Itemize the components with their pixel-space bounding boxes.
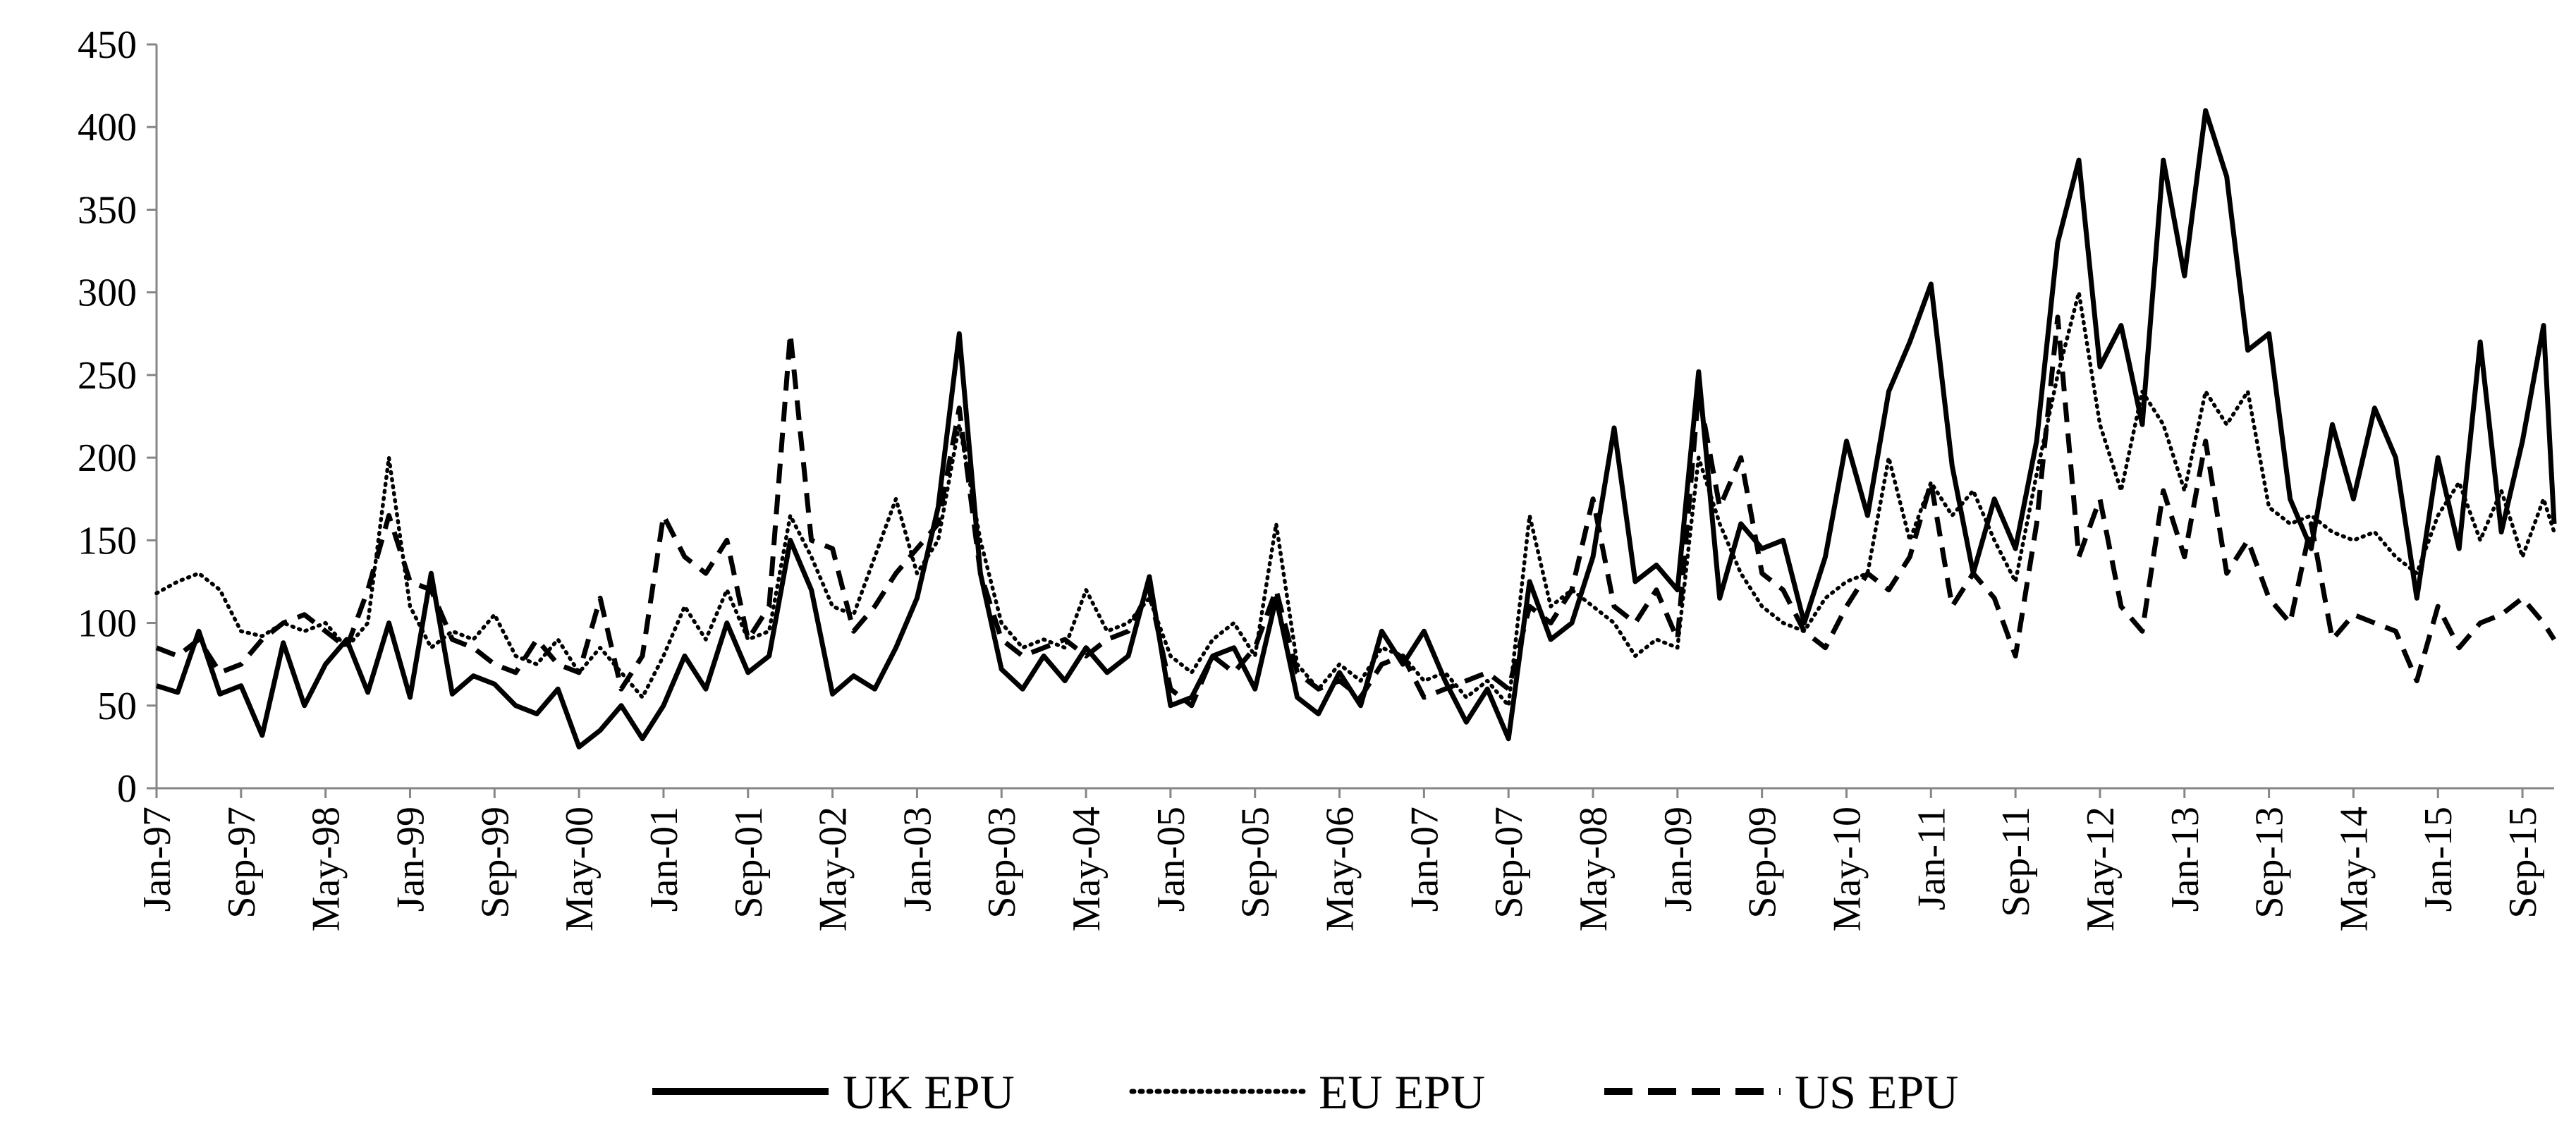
x-tick-label: Sep-15 — [2501, 807, 2545, 919]
y-tick-label: 400 — [78, 106, 137, 149]
y-tick-label: 350 — [78, 188, 137, 232]
x-tick-label: Jan-15 — [2417, 807, 2460, 912]
x-tick-label: May-12 — [2079, 807, 2123, 931]
legend: UK EPU EU EPU US EPU — [652, 1065, 1958, 1119]
axes — [155, 44, 2554, 790]
x-tick-label: Jan-97 — [135, 807, 179, 912]
x-tick-label: May-04 — [1065, 807, 1109, 931]
x-tick-label: May-14 — [2332, 807, 2376, 931]
x-tick-label: Jan-09 — [1656, 807, 1700, 912]
x-tick-label: May-08 — [1572, 807, 1616, 931]
x-tick-label: Sep-11 — [1994, 807, 2038, 917]
y-tick-label: 450 — [78, 23, 137, 67]
y-axis-ticks: 0 50 100 150 200 250 300 350 400 450 — [78, 23, 157, 811]
x-tick-label: Jan-13 — [2163, 807, 2207, 912]
legend-label-eu: EU EPU — [1319, 1065, 1485, 1119]
x-tick-label: Sep-05 — [1234, 807, 1278, 919]
series-line-eu-epu — [154, 290, 2556, 708]
y-tick-label: 250 — [78, 354, 137, 398]
y-tick-label: 100 — [78, 602, 137, 646]
x-tick-label: Sep-01 — [727, 807, 771, 919]
series-line-us-epu — [155, 314, 2556, 709]
y-tick-label: 0 — [117, 767, 137, 811]
x-tick-label: May-02 — [812, 807, 855, 931]
legend-label-us: US EPU — [1795, 1065, 1958, 1119]
x-tick-label: Sep-07 — [1487, 807, 1531, 919]
x-tick-label: Jan-11 — [1910, 807, 1953, 910]
series-lines — [154, 108, 2557, 749]
x-tick-label: Jan-01 — [642, 807, 686, 912]
legend-item-us: US EPU — [1604, 1065, 1958, 1119]
legend-item-eu: EU EPU — [1129, 1065, 1485, 1119]
x-tick-label: Sep-13 — [2248, 807, 2292, 919]
legend-label-uk: UK EPU — [843, 1065, 1015, 1119]
y-tick-label: 200 — [78, 436, 137, 480]
legend-item-uk: UK EPU — [652, 1065, 1015, 1119]
x-axis-ticks: Jan-97 Sep-97 May-98 Jan-99 Sep-99 May-00 Jan-… — [135, 788, 2545, 931]
x-tick-label: Sep-09 — [1741, 807, 1785, 919]
x-tick-label: Jan-05 — [1149, 807, 1193, 912]
series-line-uk-epu — [155, 108, 2557, 749]
x-tick-label: Jan-03 — [896, 807, 939, 912]
x-tick-label: May-10 — [1825, 807, 1869, 931]
y-tick-label: 50 — [97, 685, 137, 728]
x-tick-label: May-06 — [1319, 807, 1362, 931]
x-tick-label: Sep-97 — [220, 807, 264, 919]
x-tick-label: May-00 — [558, 807, 602, 931]
x-tick-label: Sep-03 — [980, 807, 1024, 919]
y-tick-label: 300 — [78, 271, 137, 315]
x-tick-label: May-98 — [305, 807, 348, 931]
x-tick-label: Jan-99 — [389, 807, 432, 912]
x-tick-label: Sep-99 — [473, 807, 517, 919]
y-tick-label: 150 — [78, 519, 137, 563]
x-tick-label: Jan-07 — [1403, 807, 1446, 912]
